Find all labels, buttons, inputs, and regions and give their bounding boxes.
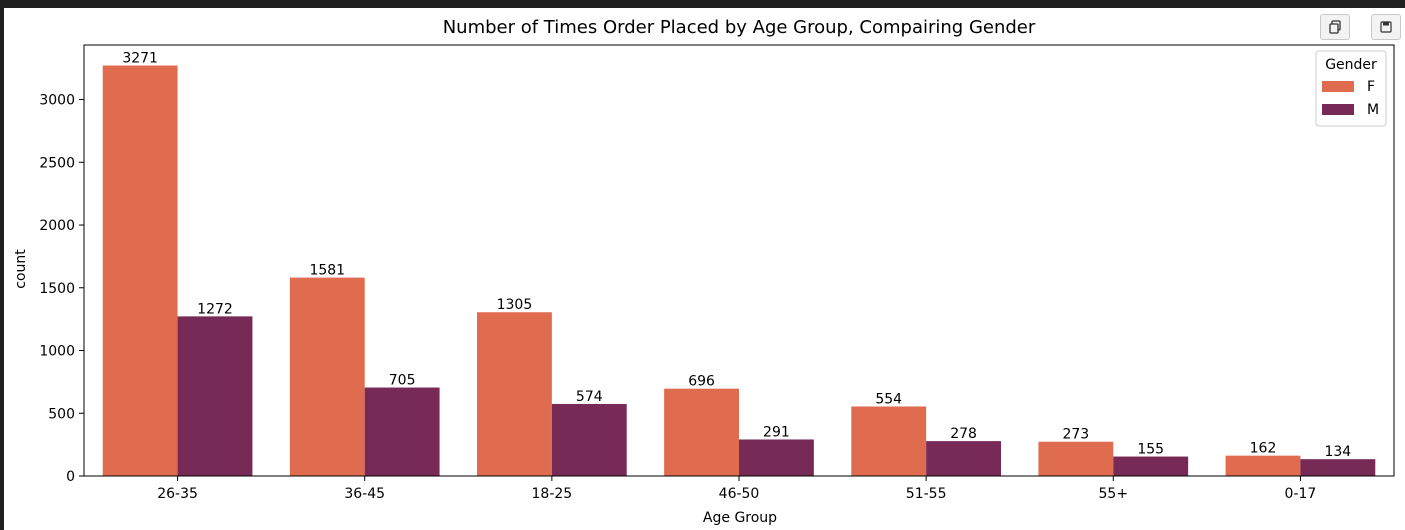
legend-swatch-f: [1322, 81, 1354, 92]
bar-m: [926, 441, 1001, 476]
y-tick-label: 500: [48, 406, 75, 422]
bar-value-label: 574: [576, 389, 603, 405]
x-axis: 26-35 36-45 18-25 46-50 51-55 55+ 0-17: [157, 476, 1316, 502]
x-tick-label: 51-55: [906, 486, 947, 502]
bar-f: [102, 65, 178, 477]
legend: Gender F M: [1315, 50, 1387, 127]
x-tick-label: 18-25: [532, 486, 573, 502]
bar-m: [177, 316, 253, 476]
bar-value-label: 1305: [497, 297, 533, 313]
bar-value-label: 1272: [197, 301, 233, 317]
bar-f: [1225, 455, 1301, 476]
bar-value-label: 696: [688, 374, 715, 390]
y-tick-label: 2500: [39, 155, 75, 171]
bar-f: [1038, 441, 1114, 476]
bar-value-label: 273: [1062, 427, 1089, 443]
y-tick-label: 2000: [39, 218, 75, 234]
bar-f: [477, 312, 552, 476]
bar-f: [289, 277, 365, 476]
window-top-strip: [0, 0, 1405, 8]
y-tick-label: 3000: [39, 93, 75, 109]
bar-value-label: 134: [1324, 444, 1351, 460]
y-tick-label: 0: [66, 469, 75, 485]
save-output-button[interactable]: [1371, 14, 1401, 40]
x-tick-label: 0-17: [1285, 486, 1317, 502]
copy-icon: [1328, 20, 1342, 34]
x-tick-label: 55+: [1099, 486, 1129, 502]
bar-value-label: 162: [1250, 441, 1277, 457]
bar-labels-layer: 3271 1581 1305 696 554 273 162 1272 705 574 291 278…: [122, 51, 1351, 461]
bar-value-label: 1581: [309, 263, 345, 279]
bar-m: [739, 439, 814, 476]
x-tick-label: 26-35: [157, 486, 198, 502]
legend-swatch-m: [1322, 104, 1354, 115]
legend-title: Gender: [1325, 57, 1377, 73]
bar-m: [551, 403, 627, 476]
x-tick-label: 46-50: [719, 486, 760, 502]
bar-f: [851, 406, 927, 476]
bars-layer: [102, 65, 1376, 477]
y-axis-label: count: [13, 249, 29, 289]
y-axis: 0 500 1000 1500 2000 2500 3000: [39, 93, 84, 485]
copy-output-button[interactable]: [1320, 14, 1350, 40]
bar-m: [1113, 456, 1189, 476]
legend-label-m: M: [1367, 102, 1379, 118]
x-tick-label: 36-45: [344, 486, 385, 502]
plot-frame: [83, 44, 1395, 477]
bar-value-label: 155: [1137, 442, 1164, 458]
bar-value-label: 3271: [122, 51, 158, 67]
bar-value-label: 705: [389, 373, 416, 389]
bar-value-label: 554: [875, 391, 902, 407]
x-axis-label: Age Group: [703, 510, 777, 526]
floppy-disk-icon: [1380, 21, 1392, 33]
bar-f: [664, 388, 739, 476]
bar-value-label: 278: [950, 426, 977, 442]
bar-value-label: 291: [763, 424, 790, 440]
y-tick-label: 1000: [39, 344, 75, 360]
chart-title: Number of Times Order Placed by Age Grou…: [443, 17, 1036, 38]
y-tick-label: 1500: [39, 281, 75, 297]
legend-label-f: F: [1367, 79, 1375, 95]
bar-m: [1300, 459, 1376, 476]
bar-m: [364, 387, 440, 476]
